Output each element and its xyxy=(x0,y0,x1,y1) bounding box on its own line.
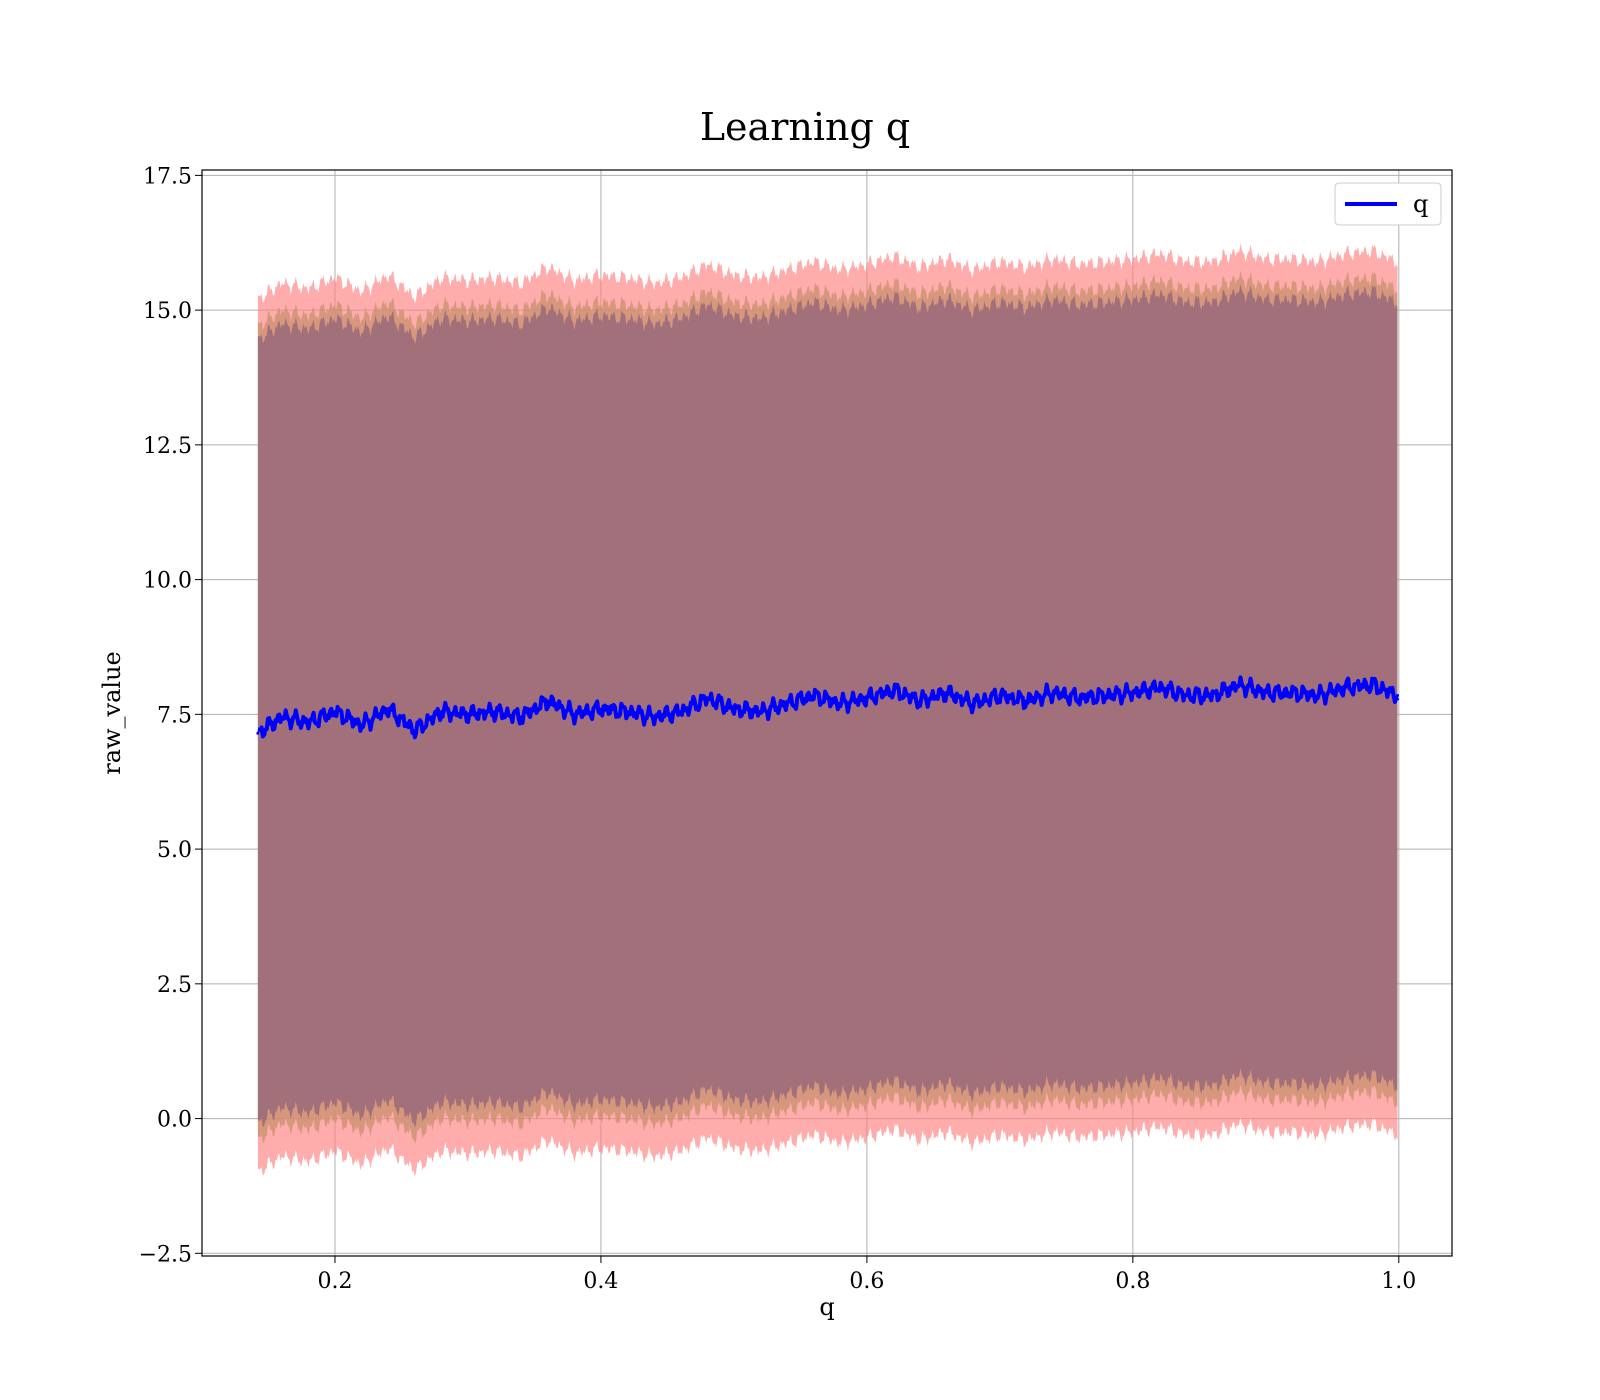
x-tick-label: 0.8 xyxy=(1115,1269,1150,1294)
data-point-q xyxy=(386,707,390,711)
data-point-q xyxy=(891,688,895,692)
data-point-q xyxy=(1370,683,1374,687)
data-point-q xyxy=(1131,691,1135,695)
x-tick-label: 0.6 xyxy=(849,1269,884,1294)
series-layer xyxy=(256,675,1400,740)
x-axis-ticks: 0.2 0.4 0.6 0.8 1.0 xyxy=(317,1256,1416,1294)
y-tick-label: 7.5 xyxy=(157,703,192,728)
plot-frame xyxy=(201,169,1453,1257)
y-axis-ticks: −2.5 0.0 2.5 5.0 7.5 10.0 12.5 15.0 17.5 xyxy=(139,164,202,1267)
data-point-q xyxy=(865,696,869,700)
data-point-q xyxy=(812,693,816,697)
data-point-q xyxy=(1290,691,1294,695)
x-tick-label: 0.4 xyxy=(583,1269,618,1294)
data-point-q xyxy=(1024,699,1028,703)
data-point-q xyxy=(918,699,922,703)
data-point-q xyxy=(1317,693,1321,697)
data-point-q xyxy=(679,710,683,714)
y-tick-label: 2.5 xyxy=(157,973,192,998)
y-tick-label: 10.0 xyxy=(143,569,192,594)
y-tick-label: 0.0 xyxy=(157,1108,192,1133)
data-point-q xyxy=(1157,685,1161,689)
data-point-q xyxy=(971,702,975,706)
data-point-q xyxy=(256,731,260,735)
y-axis-label: raw_value xyxy=(98,651,126,775)
data-point-q xyxy=(652,715,656,719)
data-point-q xyxy=(945,691,949,695)
chart-title: Learning q xyxy=(700,105,910,149)
data-point-q xyxy=(413,729,417,733)
x-axis-label: q xyxy=(819,1293,834,1321)
y-tick-label: 5.0 xyxy=(157,838,192,863)
data-point-q xyxy=(572,712,576,716)
data-point-q xyxy=(838,702,842,706)
data-point-q xyxy=(732,707,736,711)
data-point-q xyxy=(1184,693,1188,697)
data-point-q xyxy=(519,715,523,719)
band-inner xyxy=(257,283,1398,1129)
y-tick-label: 12.5 xyxy=(143,434,192,459)
data-point-q xyxy=(546,699,550,703)
data-point-q xyxy=(1344,685,1348,689)
data-point-q xyxy=(333,710,337,714)
data-point-q xyxy=(1051,691,1055,695)
data-point-q xyxy=(1078,696,1082,700)
data-point-q xyxy=(599,707,603,711)
data-point-q xyxy=(493,710,497,714)
confidence-bands xyxy=(257,243,1398,1177)
data-point-q xyxy=(280,715,284,719)
data-point-q xyxy=(466,712,470,716)
data-point-q xyxy=(785,702,789,706)
y-tick-label: −2.5 xyxy=(139,1242,192,1267)
data-point-q xyxy=(705,696,709,700)
data-point-q xyxy=(998,693,1002,697)
data-point-q xyxy=(1237,683,1241,687)
data-point-q xyxy=(759,710,763,714)
x-tick-label: 0.2 xyxy=(317,1269,352,1294)
data-point-q xyxy=(360,723,364,727)
data-point-q xyxy=(306,720,310,724)
x-tick-label: 1.0 xyxy=(1381,1269,1416,1294)
data-point-q xyxy=(439,710,443,714)
y-tick-label: 15.0 xyxy=(143,299,192,324)
data-point-q xyxy=(626,710,630,714)
y-tick-label: 17.5 xyxy=(143,164,192,189)
data-point-q xyxy=(1104,693,1108,697)
legend: q xyxy=(1334,182,1442,226)
data-point-q xyxy=(1264,691,1268,695)
data-point-q xyxy=(1395,693,1399,697)
legend-entry-q: q xyxy=(1413,190,1428,218)
series-line-q xyxy=(257,675,1400,740)
data-point-q xyxy=(1211,693,1215,697)
